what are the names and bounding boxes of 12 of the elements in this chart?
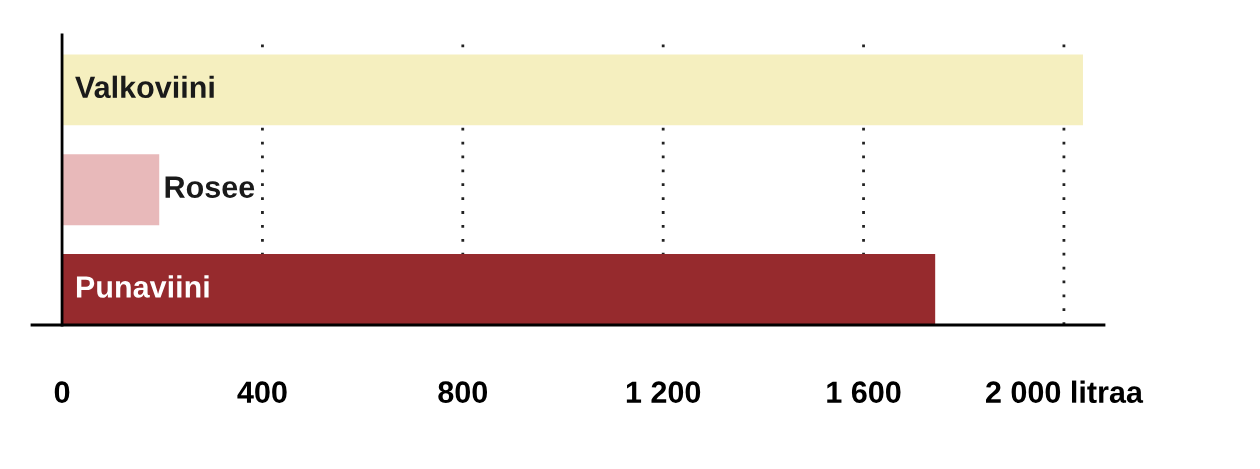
bar	[62, 254, 936, 325]
y-tick-label: Valkoviini	[75, 75, 214, 99]
x-tick-label: 800	[438, 381, 488, 403]
x-tick-label: 1 200	[626, 381, 701, 403]
y-tick-label: Punaviini	[76, 275, 209, 298]
bar	[62, 54, 1083, 126]
x-tick-label: 1 600	[827, 381, 901, 403]
bar	[62, 154, 160, 226]
x-tick-label: 400	[237, 381, 287, 403]
x-tick-label: 0	[54, 381, 70, 403]
x-tick-label: 2 000 litraa	[986, 380, 1144, 403]
y-tick-label: Rosee	[165, 176, 255, 198]
